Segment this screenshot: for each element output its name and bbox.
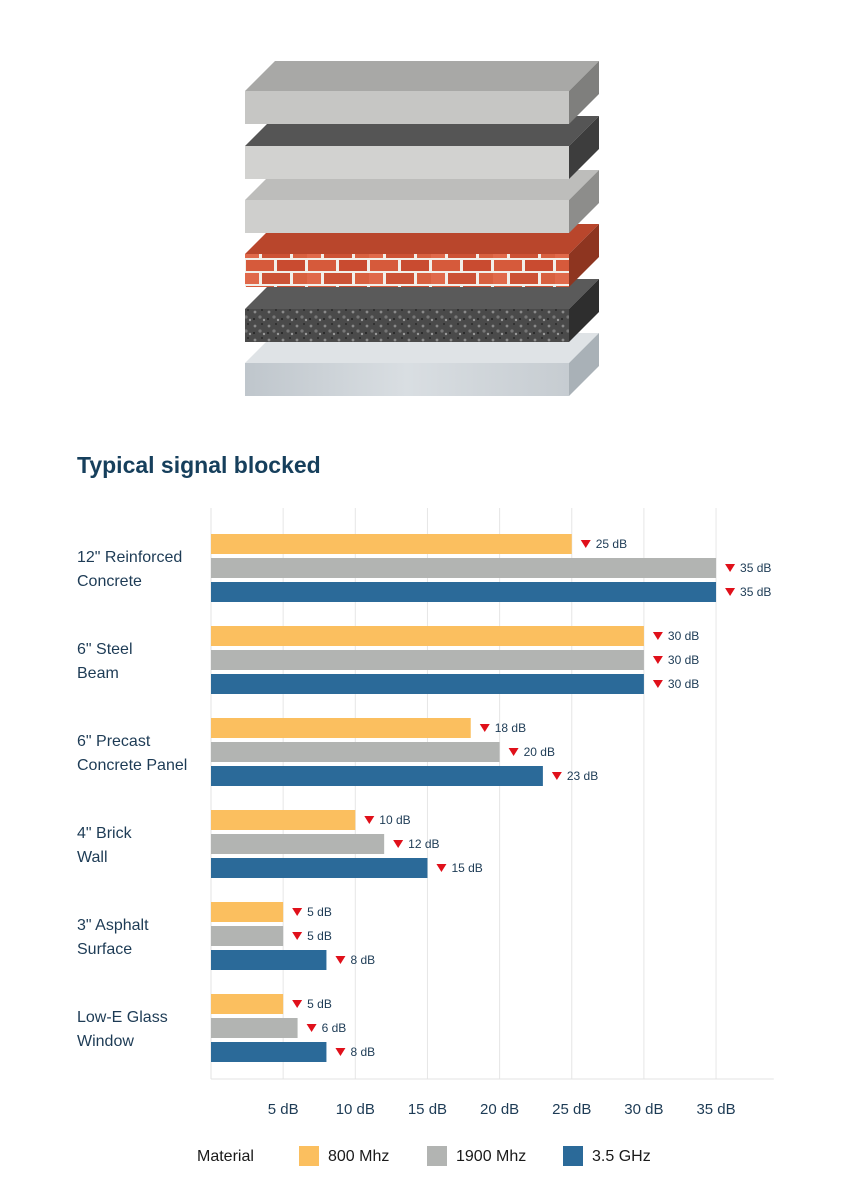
data-label: 35 dB	[740, 561, 771, 575]
x-tick-label: 30 dB	[624, 1101, 663, 1118]
legend-label: 800 Mhz	[328, 1148, 390, 1165]
signal-drop-marker	[508, 748, 519, 756]
signal-drop-marker	[725, 564, 736, 572]
signal-drop-marker	[292, 908, 303, 916]
signal-drop-marker	[652, 656, 663, 664]
category-label: Surface	[77, 941, 132, 958]
data-label: 5 dB	[307, 929, 332, 943]
bar	[211, 766, 543, 786]
category-label: Low-E Glass	[77, 1009, 168, 1026]
signal-drop-marker	[725, 588, 736, 596]
signal-drop-marker	[292, 1000, 303, 1008]
bar	[211, 650, 644, 670]
bar	[211, 1018, 298, 1038]
signal-drop-marker	[292, 932, 303, 940]
bar	[211, 926, 284, 946]
category-label: 3" Asphalt	[77, 917, 149, 934]
chart-legend: Material 800 Mhz 1900 Mhz 3.5 GHz	[0, 1144, 850, 1170]
bar	[211, 534, 572, 554]
bar	[211, 810, 356, 830]
data-label: 30 dB	[668, 677, 699, 691]
data-label: 30 dB	[668, 653, 699, 667]
signal-drop-marker	[364, 816, 375, 824]
data-label: 8 dB	[350, 1045, 375, 1059]
signal-drop-marker	[652, 632, 663, 640]
bar	[211, 558, 717, 578]
bar	[211, 994, 284, 1014]
signal-drop-marker	[580, 540, 591, 548]
data-label: 10 dB	[379, 813, 410, 827]
legend-swatch	[299, 1146, 319, 1166]
data-label: 5 dB	[307, 905, 332, 919]
x-tick-label: 5 dB	[268, 1101, 299, 1118]
signal-drop-marker	[393, 840, 404, 848]
bar	[211, 742, 500, 762]
category-label: Wall	[77, 849, 108, 866]
legend-title: Material	[197, 1148, 254, 1165]
data-label: 6 dB	[322, 1021, 347, 1035]
signal-drop-marker	[551, 772, 562, 780]
data-label: 18 dB	[495, 721, 526, 735]
legend-label: 1900 Mhz	[456, 1148, 527, 1165]
signal-drop-marker	[479, 724, 490, 732]
signal-drop-marker	[335, 956, 346, 964]
data-label: 12 dB	[408, 837, 439, 851]
category-label: Window	[77, 1033, 134, 1050]
category-label: 4" Brick	[77, 825, 133, 842]
bar	[211, 950, 327, 970]
x-tick-label: 25 dB	[552, 1101, 591, 1118]
legend-label: 3.5 GHz	[592, 1148, 651, 1165]
bar	[211, 582, 717, 602]
signal-drop-marker	[652, 680, 663, 688]
data-label: 20 dB	[524, 745, 555, 759]
category-label: Concrete	[77, 573, 142, 590]
bar-chart: 5 dB 10 dB 15 dB 20 dB 25 dB 30 dB 35 dB 12" Re…	[77, 508, 774, 1118]
x-tick-label: 15 dB	[408, 1101, 447, 1118]
data-label: 23 dB	[567, 769, 598, 783]
data-label: 35 dB	[740, 585, 771, 599]
signal-drop-marker	[306, 1024, 317, 1032]
legend-swatch	[427, 1146, 447, 1166]
x-tick-label: 35 dB	[696, 1101, 735, 1118]
data-label: 15 dB	[451, 861, 482, 875]
x-tick-label: 10 dB	[336, 1101, 375, 1118]
category-label: Beam	[77, 665, 119, 682]
bar	[211, 1042, 327, 1062]
chart-title: Typical signal blocked	[77, 452, 321, 478]
data-label: 30 dB	[668, 629, 699, 643]
bar	[211, 674, 644, 694]
category-label: Concrete Panel	[77, 757, 187, 774]
category-label: 12" Reinforced	[77, 549, 182, 566]
category-label: 6" Steel	[77, 641, 133, 658]
signal-drop-marker	[436, 864, 447, 872]
bar	[211, 858, 428, 878]
bar	[211, 626, 644, 646]
bar	[211, 718, 471, 738]
category-label: 6" Precast	[77, 733, 151, 750]
bar	[211, 902, 284, 922]
legend-swatch	[563, 1146, 583, 1166]
data-label: 5 dB	[307, 997, 332, 1011]
x-tick-label: 20 dB	[480, 1101, 519, 1118]
bar	[211, 834, 385, 854]
data-label: 8 dB	[350, 953, 375, 967]
building-materials-illustration	[245, 61, 599, 396]
signal-drop-marker	[335, 1048, 346, 1056]
data-label: 25 dB	[596, 537, 627, 551]
